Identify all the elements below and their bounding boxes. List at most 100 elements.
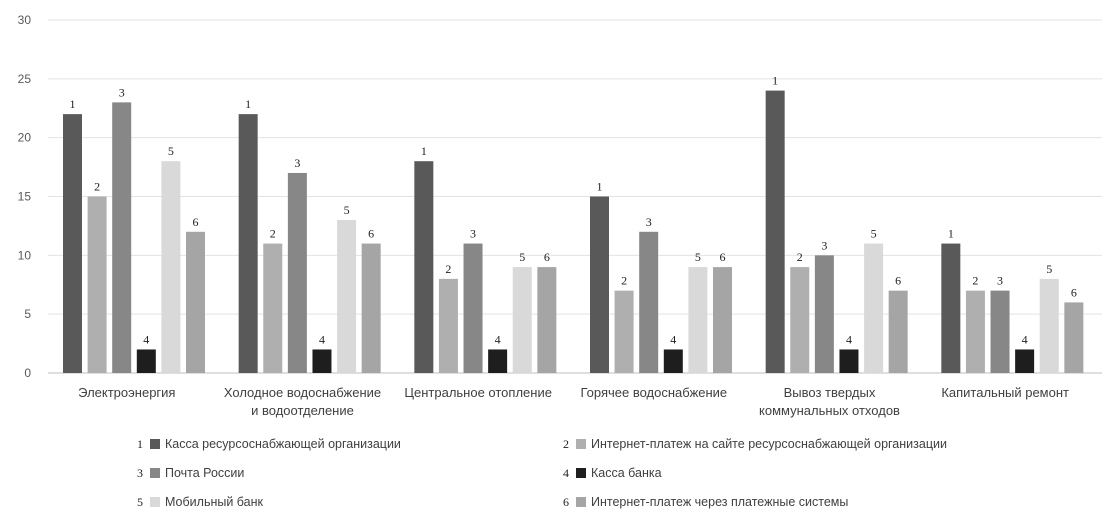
- bar: [312, 349, 332, 373]
- bar: [888, 290, 908, 373]
- data-label: 6: [720, 250, 726, 264]
- bar: [361, 243, 381, 373]
- legend-label: Мобильный банк: [165, 495, 264, 509]
- bar: [186, 231, 205, 373]
- data-label: 2: [445, 262, 451, 276]
- data-label: 3: [294, 156, 300, 170]
- category-label: Центральное отопление: [404, 385, 552, 400]
- data-label: 2: [797, 250, 803, 264]
- bar: [1039, 278, 1059, 373]
- legend-label: Интернет-платеж на сайте ресурсоснабжающ…: [591, 437, 947, 451]
- data-label: 2: [621, 274, 627, 288]
- data-label: 1: [772, 74, 778, 88]
- data-label: 3: [119, 85, 125, 99]
- data-label: 4: [670, 332, 676, 346]
- bar: [1064, 302, 1084, 373]
- category-label: Электроэнергия: [78, 385, 175, 400]
- data-label: 3: [997, 274, 1003, 288]
- data-label: 3: [470, 227, 476, 241]
- bar: [463, 243, 483, 373]
- data-label: 6: [368, 227, 374, 241]
- bar: [790, 267, 810, 373]
- data-label: 5: [871, 227, 877, 241]
- bar: [263, 243, 283, 373]
- legend-number: 6: [563, 495, 569, 509]
- bar: [161, 161, 181, 373]
- legend-swatch: [576, 497, 586, 507]
- bar: [639, 231, 659, 373]
- y-tick-label: 10: [18, 248, 32, 262]
- data-label: 5: [168, 144, 174, 158]
- bar: [112, 102, 132, 373]
- data-label: 3: [821, 238, 827, 252]
- category-label: Холодное водоснабжение: [224, 385, 381, 400]
- legend-number: 2: [563, 437, 569, 451]
- legend-number: 1: [137, 437, 143, 451]
- bar: [614, 290, 634, 373]
- data-label: 4: [319, 332, 325, 346]
- data-label: 5: [1046, 262, 1052, 276]
- data-label: 1: [597, 180, 603, 194]
- data-label: 6: [1071, 285, 1077, 299]
- legend-label: Касса банка: [591, 466, 662, 480]
- bar: [136, 349, 156, 373]
- bar: [488, 349, 508, 373]
- bar: [839, 349, 859, 373]
- data-label: 6: [895, 274, 901, 288]
- data-label: 2: [972, 274, 978, 288]
- bar: [238, 114, 258, 373]
- y-tick-label: 0: [24, 366, 31, 380]
- y-tick-label: 30: [18, 13, 32, 27]
- data-label: 4: [143, 332, 149, 346]
- bar: [438, 278, 458, 373]
- bar: [765, 90, 785, 373]
- category-label: Вывоз твердых: [784, 385, 876, 400]
- data-label: 4: [495, 332, 501, 346]
- category-label: и водоотделение: [251, 403, 354, 418]
- data-label: 6: [544, 250, 550, 264]
- bar: [713, 267, 732, 373]
- bar: [287, 172, 307, 373]
- data-label: 5: [344, 203, 350, 217]
- legend-swatch: [150, 468, 160, 478]
- category-label: Горячее водоснабжение: [580, 385, 727, 400]
- data-label: 4: [1022, 332, 1028, 346]
- bar: [537, 267, 557, 373]
- bar: [337, 220, 357, 373]
- legend-swatch: [576, 468, 586, 478]
- y-tick-label: 25: [18, 72, 32, 86]
- data-label: 5: [519, 250, 525, 264]
- legend-swatch: [150, 439, 160, 449]
- data-label: 2: [270, 227, 276, 241]
- bar: [87, 196, 107, 373]
- category-label: коммунальных отходов: [759, 403, 900, 418]
- data-label: 4: [846, 332, 852, 346]
- legend-swatch: [576, 439, 586, 449]
- data-label: 6: [193, 215, 199, 229]
- legend-swatch: [150, 497, 160, 507]
- legend-label: Почта России: [165, 466, 244, 480]
- bar: [663, 349, 683, 373]
- data-label: 1: [70, 97, 76, 111]
- bar: [63, 114, 82, 373]
- bar: [512, 267, 532, 373]
- legend-label: Касса ресурсоснабжающей организации: [165, 437, 401, 451]
- bar: [941, 243, 961, 373]
- y-tick-label: 5: [24, 307, 31, 321]
- bar: [688, 267, 708, 373]
- bar: [965, 290, 985, 373]
- category-label: Капитальный ремонт: [941, 385, 1069, 400]
- data-label: 5: [695, 250, 701, 264]
- y-tick-label: 20: [18, 131, 32, 145]
- data-label: 2: [94, 180, 100, 194]
- data-label: 1: [245, 97, 251, 111]
- bar: [864, 243, 884, 373]
- legend-number: 4: [563, 466, 569, 480]
- data-label: 1: [421, 144, 427, 158]
- legend-number: 3: [137, 466, 143, 480]
- legend-label: Интернет-платеж через платежные системы: [591, 495, 848, 509]
- data-label: 3: [646, 215, 652, 229]
- bar: [414, 161, 434, 373]
- data-label: 1: [948, 227, 954, 241]
